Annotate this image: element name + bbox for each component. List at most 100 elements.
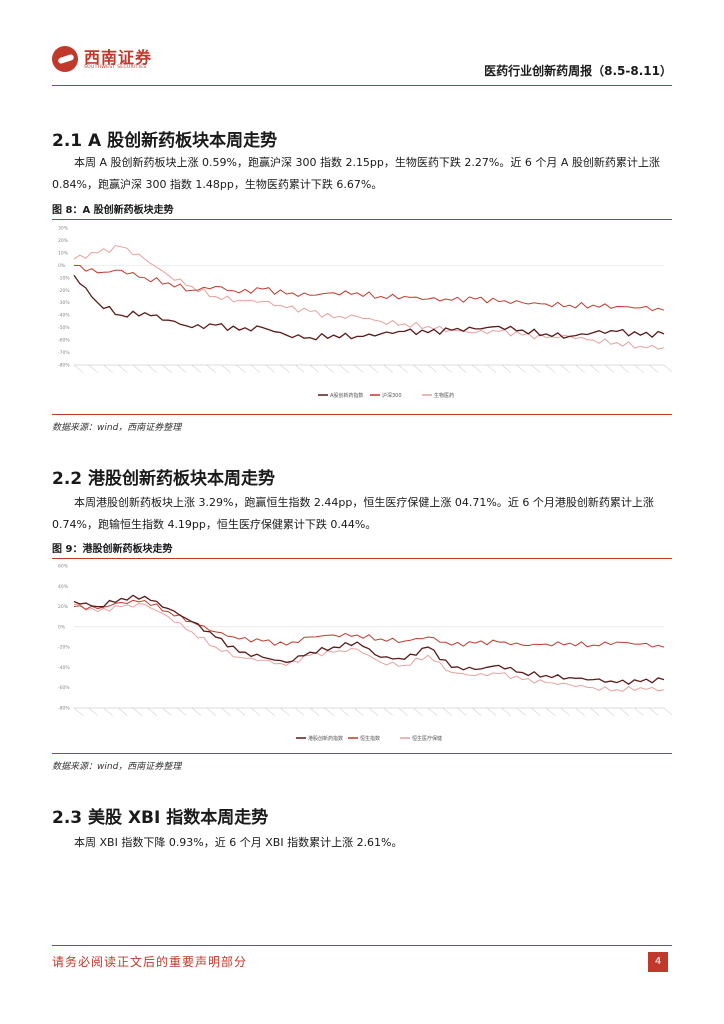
series-line xyxy=(73,244,665,350)
chart-a-share: 30% 20% 10% 0% -10% -20% -30% -40% -50% -60% -70% -… xyxy=(56,222,672,407)
x-tick-mark xyxy=(545,707,556,716)
x-tick-mark xyxy=(383,364,394,373)
y-tick-label: 40% xyxy=(58,584,69,590)
x-tick-mark xyxy=(457,707,467,716)
report-title: 医药行业创新药周报（8.5-8.11） xyxy=(484,64,672,78)
y-tick-label: -80% xyxy=(58,706,70,712)
y-tick-label: -50% xyxy=(58,325,70,331)
x-tick-mark xyxy=(88,364,99,373)
x-tick-mark xyxy=(280,707,290,716)
x-tick-mark xyxy=(383,707,394,716)
series-line xyxy=(73,599,665,648)
x-tick-mark xyxy=(103,364,113,373)
section-title-hk: 2.2 港股创新药板块本周走势 xyxy=(52,469,276,489)
x-tick-mark xyxy=(309,707,320,716)
x-tick-mark xyxy=(368,364,379,373)
section-paragraph-xbi: 本周 XBI 指数下降 0.93%，近 6 个月 XBI 指数累计上涨 2.61… xyxy=(74,836,403,849)
x-tick-mark xyxy=(339,364,349,373)
x-tick-mark xyxy=(177,707,187,716)
section-paragraph-hk: 本周港股创新药板块上涨 3.29%，跑赢恒生指数 2.44pp，恒生医疗保健上涨… xyxy=(52,496,654,531)
logo-name-en: SOUTHWEST SECURITIES xyxy=(84,65,147,70)
x-tick-mark xyxy=(398,364,408,373)
company-logo: 西南证券 SOUTHWEST SECURITIES xyxy=(52,44,172,78)
chart-a-share-svg: 30% 20% 10% 0% -10% -20% -30% -40% -50% -60% -70% -… xyxy=(58,226,672,399)
x-tick-mark xyxy=(162,364,172,373)
x-tick-mark xyxy=(663,364,672,373)
y-tick-label: 0% xyxy=(58,263,66,269)
series-line xyxy=(73,264,665,312)
x-tick-mark xyxy=(575,707,585,716)
x-tick-mark xyxy=(339,707,349,716)
x-tick-mark xyxy=(191,364,202,373)
x-tick-mark xyxy=(354,707,364,716)
section-title-a-share: 2.1 A 股创新药板块本周走势 xyxy=(52,131,278,151)
chart-hk-svg: 60% 40% 20% 0% -20% -40% -60% -80% 港股创新药指数 恒生指数 恒生… xyxy=(58,564,672,742)
legend-label: 沪深300 xyxy=(382,392,402,399)
x-tick-mark xyxy=(132,707,143,716)
y-tick-label: -40% xyxy=(58,665,70,671)
figure-title-a-share: 图 8：A 股创新药板块走势 xyxy=(52,201,672,220)
x-tick-mark xyxy=(649,364,659,373)
x-tick-mark xyxy=(250,707,261,716)
x-tick-mark xyxy=(501,364,512,373)
series-line xyxy=(73,602,665,692)
x-tick-mark xyxy=(147,707,158,716)
figure-title-hk: 图 9：港股创新药板块走势 xyxy=(52,540,672,559)
x-tick-mark xyxy=(309,364,320,373)
x-tick-mark xyxy=(457,364,467,373)
y-tick-label: 20% xyxy=(58,238,69,244)
x-tick-mark xyxy=(88,707,99,716)
x-tick-mark xyxy=(634,364,644,373)
y-tick-label: -60% xyxy=(58,685,70,691)
legend-label: A股创新药指数 xyxy=(330,392,363,399)
page-number: 4 xyxy=(648,952,668,972)
y-tick-label: 20% xyxy=(58,604,69,610)
x-tick-mark xyxy=(236,707,246,716)
y-tick-label: 0% xyxy=(58,624,66,630)
x-tick-mark xyxy=(634,707,644,716)
y-tick-label: -10% xyxy=(58,275,70,281)
x-tick-mark xyxy=(413,707,423,716)
x-tick-mark xyxy=(560,364,571,373)
x-tick-mark xyxy=(265,364,276,373)
x-tick-mark xyxy=(604,364,615,373)
logo-emblem-icon xyxy=(52,46,78,72)
x-tick-mark xyxy=(191,707,202,716)
x-tick-mark xyxy=(206,707,217,716)
legend-label: 恒生医疗保健 xyxy=(412,735,442,742)
x-tick-mark xyxy=(354,364,364,373)
x-tick-mark xyxy=(545,364,556,373)
x-tick-mark xyxy=(413,364,423,373)
x-tick-mark xyxy=(590,364,600,373)
y-tick-label: 10% xyxy=(58,250,69,256)
y-tick-label: -40% xyxy=(58,313,70,319)
y-tick-label: 30% xyxy=(58,226,69,232)
x-tick-mark xyxy=(427,707,438,716)
x-tick-mark xyxy=(619,707,630,716)
x-tick-mark xyxy=(324,707,335,716)
series-line xyxy=(73,274,665,341)
x-tick-mark xyxy=(516,364,526,373)
x-tick-mark xyxy=(221,707,231,716)
x-tick-mark xyxy=(560,707,571,716)
x-tick-mark xyxy=(442,707,453,716)
x-tick-mark xyxy=(663,707,672,716)
y-tick-label: -60% xyxy=(58,338,70,344)
x-tick-mark xyxy=(531,707,541,716)
legend-label: 港股创新药指数 xyxy=(308,735,343,742)
x-tick-mark xyxy=(280,364,290,373)
x-tick-mark xyxy=(206,364,217,373)
x-tick-mark xyxy=(604,707,615,716)
section-paragraph-a-share: 本周 A 股创新药板块上涨 0.59%，跑赢沪深 300 指数 2.15pp，生… xyxy=(52,156,660,191)
x-tick-mark xyxy=(531,364,541,373)
x-tick-mark xyxy=(324,364,335,373)
series-line xyxy=(73,594,665,685)
footer-disclaimer: 请务必阅读正文后的重要声明部分 xyxy=(52,955,248,969)
page-header: 西南证券 SOUTHWEST SECURITIES 医药行业创新药周报（8.5-… xyxy=(0,0,724,90)
chart-hk: 60% 40% 20% 0% -20% -40% -60% -80% 港股创新药指数 恒生指数 恒生… xyxy=(56,560,672,750)
x-tick-mark xyxy=(73,707,84,716)
x-tick-mark xyxy=(575,364,585,373)
x-tick-mark xyxy=(118,364,128,373)
x-tick-mark xyxy=(486,364,497,373)
y-tick-label: -30% xyxy=(58,300,70,306)
